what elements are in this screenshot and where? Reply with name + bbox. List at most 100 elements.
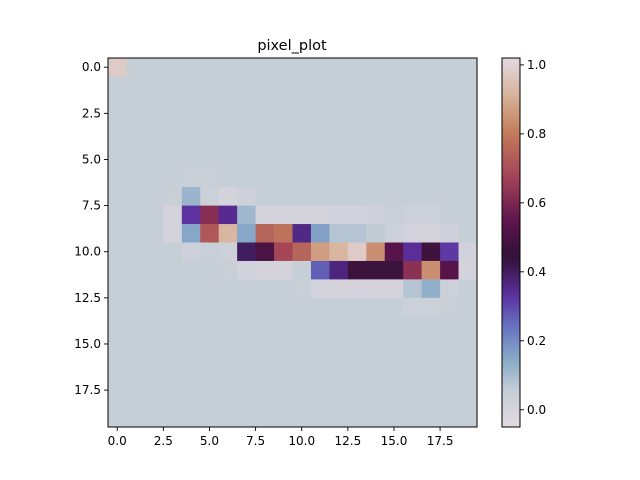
heatmap-cell <box>255 205 275 225</box>
heatmap-cell <box>347 260 367 280</box>
heatmap-cell <box>458 260 478 280</box>
heatmap-cell <box>163 94 183 114</box>
heatmap-cell <box>421 371 441 391</box>
heatmap-cell <box>292 58 312 77</box>
heatmap-cell <box>163 187 183 206</box>
heatmap-cell <box>310 76 330 96</box>
heatmap-cell <box>403 76 423 96</box>
heatmap-cell <box>237 334 256 354</box>
heatmap-cell <box>421 131 441 151</box>
heatmap-cell <box>163 58 183 77</box>
heatmap-cell <box>440 353 459 373</box>
heatmap-cell <box>163 224 183 243</box>
heatmap-cell <box>384 279 404 299</box>
heatmap-cell <box>181 408 201 428</box>
colorbar-tick-label: 0.6 <box>527 196 546 210</box>
heatmap-cell <box>144 58 164 77</box>
x-tick-label: 15.0 <box>381 434 408 448</box>
heatmap-cell <box>347 94 367 114</box>
heatmap-cell <box>255 187 275 206</box>
heatmap-cell <box>126 58 146 77</box>
heatmap-cell <box>329 187 349 206</box>
heatmap-cell <box>200 187 220 206</box>
heatmap-cell <box>458 58 478 77</box>
heatmap-cell <box>292 76 312 96</box>
heatmap-cell <box>384 242 404 262</box>
colorbar-axis: 0.0 0.2 0.4 0.6 0.8 1.0 <box>520 58 546 417</box>
y-tick-label: 2.5 <box>82 106 101 120</box>
heatmap-cell <box>421 297 441 317</box>
heatmap-cell <box>384 205 404 225</box>
heatmap-cell <box>384 58 404 77</box>
heatmap-cell <box>181 113 201 133</box>
heatmap-cell <box>347 131 367 151</box>
heatmap-cell <box>310 390 330 409</box>
heatmap-cell <box>274 297 293 317</box>
heatmap-cell <box>421 279 441 299</box>
heatmap-cell <box>384 353 404 373</box>
heatmap-cell <box>458 187 478 206</box>
heatmap-cell <box>181 76 201 96</box>
heatmap-cell <box>144 297 164 317</box>
heatmap-cell <box>440 316 459 336</box>
heatmap-cell <box>200 260 220 280</box>
heatmap-cell <box>181 334 201 354</box>
heatmap-cell <box>255 131 275 151</box>
heatmap-cell <box>163 279 183 299</box>
heatmap-cell <box>163 297 183 317</box>
heatmap-cell <box>126 113 146 133</box>
heatmap-cell <box>218 242 238 262</box>
heatmap-cell <box>181 353 201 373</box>
heatmap-cell <box>181 150 201 170</box>
heatmap-cell <box>384 316 404 336</box>
heatmap-cell <box>163 408 183 428</box>
x-tick-label: 12.5 <box>334 434 361 448</box>
heatmap-cell <box>255 334 275 354</box>
heatmap-cell <box>292 187 312 206</box>
heatmap-cell <box>274 334 293 354</box>
heatmap-cell <box>108 76 127 96</box>
heatmap-cell <box>181 390 201 409</box>
heatmap-cell <box>144 131 164 151</box>
heatmap-cell <box>310 113 330 133</box>
heatmap-cell <box>310 316 330 336</box>
y-tick-label: 12.5 <box>74 291 101 305</box>
heatmap-cell <box>255 316 275 336</box>
heatmap-cell <box>274 371 293 391</box>
heatmap-cell <box>310 297 330 317</box>
x-tick-label: 7.5 <box>246 434 265 448</box>
heatmap-cell <box>366 408 386 428</box>
heatmap-cell <box>181 279 201 299</box>
heatmap-cell <box>458 353 478 373</box>
heatmap-cell <box>366 371 386 391</box>
heatmap-cell <box>255 260 275 280</box>
heatmap-cell <box>292 279 312 299</box>
x-axis: 0.0 2.5 5.0 7.5 10.0 12.5 15.0 17.5 <box>108 427 453 448</box>
x-tick-label: 2.5 <box>154 434 173 448</box>
heatmap-cell <box>255 113 275 133</box>
heatmap-cell <box>458 224 478 243</box>
heatmap-cell <box>366 316 386 336</box>
heatmap-cell <box>366 205 386 225</box>
heatmap-cell <box>347 279 367 299</box>
heatmap-cell <box>458 242 478 262</box>
heatmap-cell <box>403 371 423 391</box>
heatmap-cell <box>126 390 146 409</box>
heatmap-cell <box>274 242 293 262</box>
heatmap-cell <box>108 168 127 188</box>
heatmap-cell <box>144 390 164 409</box>
heatmap-cell <box>458 150 478 170</box>
heatmap-cell <box>163 334 183 354</box>
heatmap-cell <box>366 150 386 170</box>
heatmap-cell <box>458 279 478 299</box>
heatmap-cell <box>200 205 220 225</box>
heatmap-cell <box>292 353 312 373</box>
heatmap-cell <box>329 260 349 280</box>
heatmap-cell <box>403 131 423 151</box>
heatmap-cell <box>310 371 330 391</box>
heatmap-cell <box>421 242 441 262</box>
heatmap-cell <box>403 242 423 262</box>
heatmap-cell <box>200 316 220 336</box>
heatmap-cell <box>440 94 459 114</box>
heatmap-cell <box>255 371 275 391</box>
